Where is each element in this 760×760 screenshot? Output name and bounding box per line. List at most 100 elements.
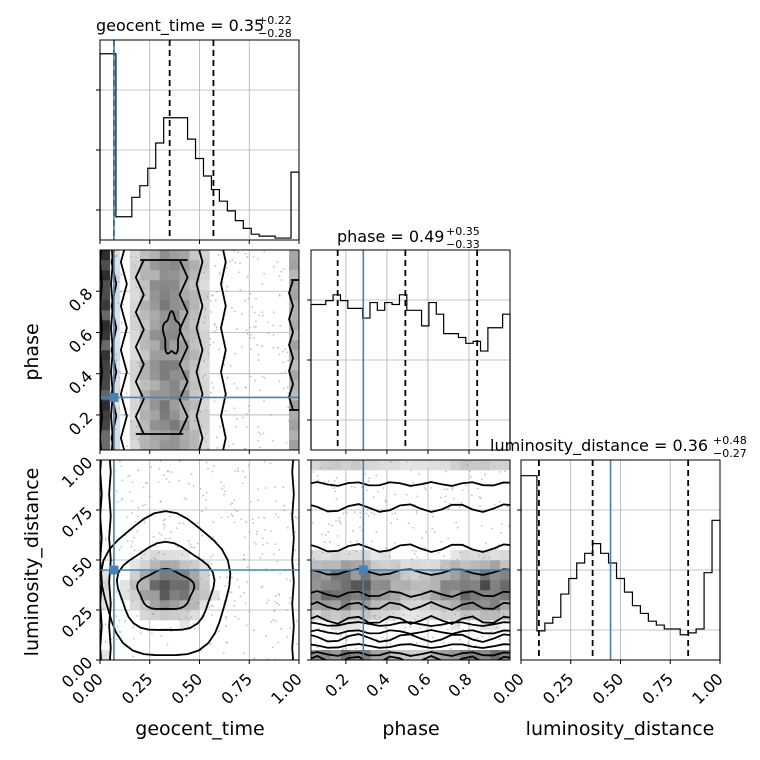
density-cell: [159, 550, 170, 561]
sample-point: [144, 371, 147, 374]
density-cell: [159, 410, 170, 421]
density-cell: [289, 380, 299, 391]
sample-point: [257, 359, 260, 362]
density-cell: [460, 590, 471, 601]
sample-point: [162, 519, 165, 522]
sample-point: [286, 386, 289, 389]
sample-point: [485, 542, 487, 545]
sample-point: [126, 540, 129, 542]
density-cell: [129, 310, 141, 321]
density-cell: [100, 350, 111, 361]
sample-point: [233, 604, 235, 607]
sample-point: [148, 495, 151, 498]
sample-point: [231, 307, 233, 309]
density-cell: [199, 290, 210, 301]
sample-point: [250, 501, 252, 503]
density-cell: [189, 430, 200, 441]
density-cell: [370, 570, 381, 581]
density-cell: [109, 300, 121, 311]
density-cell: [189, 380, 200, 391]
truth-point: [109, 392, 119, 402]
sample-point: [137, 469, 140, 472]
x-tick-label: 0.75: [217, 669, 256, 708]
density-cell: [289, 250, 299, 261]
sample-point: [128, 491, 131, 493]
sample-point: [254, 379, 257, 382]
density-cell: [179, 400, 190, 411]
sample-point: [452, 497, 455, 500]
sample-point: [220, 516, 223, 519]
sample-point: [229, 503, 232, 506]
density-cell: [350, 460, 362, 471]
sample-point: [351, 529, 354, 532]
density-cell: [460, 460, 471, 471]
density-cell: [380, 650, 391, 660]
sample-point: [193, 445, 196, 448]
sample-point: [415, 550, 417, 553]
density-cell: [420, 650, 431, 660]
sample-point: [469, 476, 472, 478]
sample-point: [334, 490, 337, 493]
density-cell: [289, 340, 299, 351]
density-cell: [100, 320, 111, 331]
sample-point: [193, 546, 195, 549]
sample-point: [249, 375, 252, 378]
sample-point: [139, 632, 142, 635]
density-cell: [340, 460, 352, 471]
x-tick-label: 0.4: [362, 669, 393, 700]
sample-point: [218, 348, 220, 351]
sample-point: [245, 624, 248, 627]
sample-point: [236, 418, 239, 420]
density-cell: [440, 600, 451, 611]
sample-point: [204, 308, 207, 311]
density-cell: [179, 250, 190, 261]
density-cell: [139, 340, 151, 351]
sample-point: [423, 487, 426, 489]
sample-point: [231, 259, 234, 261]
density-cell: [149, 560, 160, 571]
sample-point: [366, 509, 369, 511]
density-cell: [159, 440, 170, 450]
density-cell: [139, 390, 151, 401]
sample-point: [375, 474, 378, 477]
sample-point: [282, 268, 285, 271]
sample-point: [245, 520, 248, 523]
sample-point: [329, 541, 331, 543]
sample-point: [333, 487, 335, 490]
sample-point: [274, 513, 277, 516]
sample-point: [255, 325, 257, 328]
density-cell: [159, 360, 170, 371]
density-cell: [189, 320, 200, 331]
sample-point: [133, 549, 136, 552]
sample-point: [151, 632, 153, 635]
sample-point: [456, 526, 459, 529]
sample-point: [267, 332, 270, 335]
density-cell: [480, 610, 491, 621]
sample-point: [143, 553, 146, 556]
sample-point: [361, 529, 363, 532]
density-cell: [400, 560, 411, 571]
sample-point: [127, 589, 130, 592]
sample-point: [467, 642, 469, 644]
title-phase: phase = 0.49 +0.35 −0.33: [337, 225, 480, 251]
density-cell: [289, 330, 299, 341]
panel-hist-luminosity-distance: 0.00 0.25 0.50 0.75 1.00: [489, 459, 727, 708]
panel-plot-area: [100, 250, 299, 450]
sample-point: [273, 600, 276, 603]
density-cell: [480, 460, 491, 471]
sample-point: [262, 543, 265, 546]
sample-point: [160, 634, 163, 637]
panel-hist-geocent-time: [96, 39, 300, 244]
sample-point: [442, 642, 445, 644]
density-cell: [450, 560, 461, 571]
sample-point: [292, 404, 295, 406]
x-tick-label: 0.25: [118, 669, 157, 708]
sample-point: [154, 558, 157, 561]
density-cell: [159, 380, 170, 391]
density-cell: [370, 610, 381, 621]
sample-point: [192, 485, 195, 488]
sample-point: [318, 627, 321, 630]
density-cell: [109, 380, 121, 391]
sample-point: [209, 299, 212, 302]
sample-point: [239, 262, 242, 265]
